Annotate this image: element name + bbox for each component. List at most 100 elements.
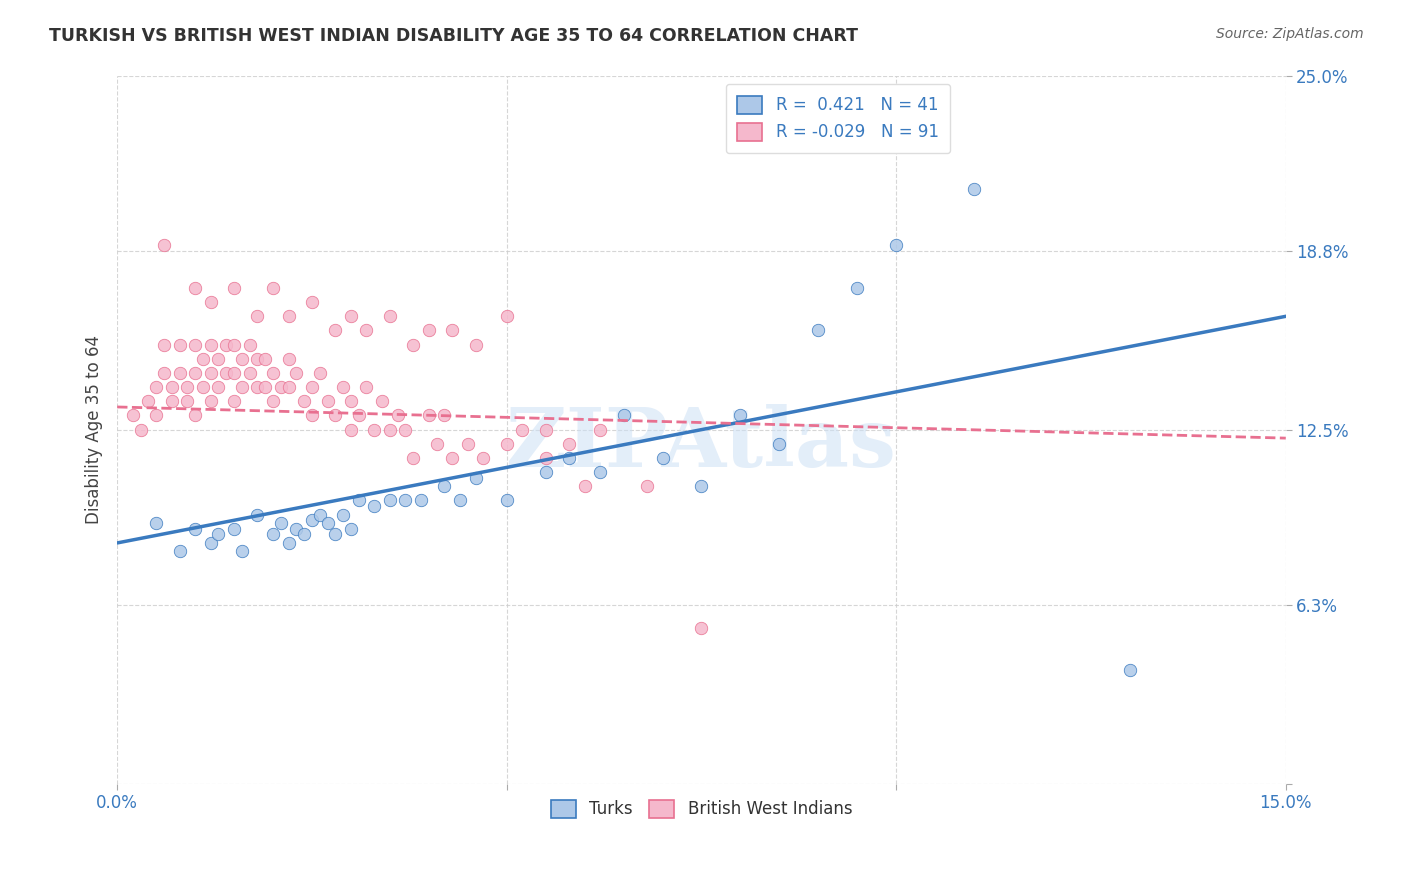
Legend: Turks, British West Indians: Turks, British West Indians [544,793,859,825]
Point [207,380,229,394]
Point [340,310,363,324]
Point [589,465,612,479]
Point [884,238,907,252]
Text: TURKISH VS BRITISH WEST INDIAN DISABILITY AGE 35 TO 64 CORRELATION CHART: TURKISH VS BRITISH WEST INDIAN DISABILIT… [49,27,858,45]
Point [176,380,198,394]
Point [495,437,517,451]
Point [301,409,323,423]
Point [690,621,713,635]
Point [347,493,370,508]
Point [308,366,330,380]
Point [394,423,416,437]
Point [184,366,207,380]
Point [636,479,658,493]
Point [222,522,245,536]
Point [378,423,401,437]
Point [246,380,269,394]
Point [153,337,176,351]
Point [534,450,557,465]
Point [363,423,385,437]
Point [215,366,238,380]
Point [285,366,308,380]
Point [160,394,183,409]
Point [292,527,315,541]
Point [246,508,269,522]
Point [510,423,533,437]
Point [222,337,245,351]
Point [254,351,277,366]
Point [323,527,346,541]
Point [472,450,495,465]
Point [138,394,160,409]
Point [690,479,713,493]
Point [246,351,269,366]
Point [807,323,830,337]
Point [394,493,416,508]
Text: ZIPAtlas: ZIPAtlas [506,404,897,483]
Point [730,409,752,423]
Point [589,423,612,437]
Point [378,310,401,324]
Point [145,409,167,423]
Point [262,366,284,380]
Point [153,238,176,252]
Point [254,380,277,394]
Point [270,516,292,530]
Point [418,409,440,423]
Point [495,493,517,508]
Point [846,281,869,295]
Point [534,465,557,479]
Point [145,516,167,530]
Point [347,409,370,423]
Point [464,337,486,351]
Point [200,295,222,310]
Point [292,394,315,409]
Point [332,508,354,522]
Point [285,522,308,536]
Point [222,394,245,409]
Point [231,544,253,558]
Point [558,437,581,451]
Point [441,323,464,337]
Point [262,281,284,295]
Point [387,409,409,423]
Point [433,479,456,493]
Point [963,182,986,196]
Point [340,522,363,536]
Point [270,380,292,394]
Point [651,450,673,465]
Point [262,527,284,541]
Point [121,409,143,423]
Text: Source: ZipAtlas.com: Source: ZipAtlas.com [1216,27,1364,41]
Point [768,437,790,451]
Point [441,450,464,465]
Point [402,450,425,465]
Point [301,295,323,310]
Point [323,323,346,337]
Point [356,380,378,394]
Point [169,544,191,558]
Point [184,281,207,295]
Point [457,437,479,451]
Point [169,366,191,380]
Point [402,337,425,351]
Point [378,493,401,508]
Point [262,394,284,409]
Point [613,409,636,423]
Point [277,310,299,324]
Point [332,380,354,394]
Point [239,366,262,380]
Point [495,310,517,324]
Point [340,423,363,437]
Point [239,337,262,351]
Point [363,499,385,513]
Point [426,437,449,451]
Point [184,409,207,423]
Point [1119,664,1142,678]
Point [340,394,363,409]
Y-axis label: Disability Age 35 to 64: Disability Age 35 to 64 [86,335,103,524]
Point [433,409,456,423]
Point [449,493,471,508]
Point [153,366,176,380]
Point [176,394,198,409]
